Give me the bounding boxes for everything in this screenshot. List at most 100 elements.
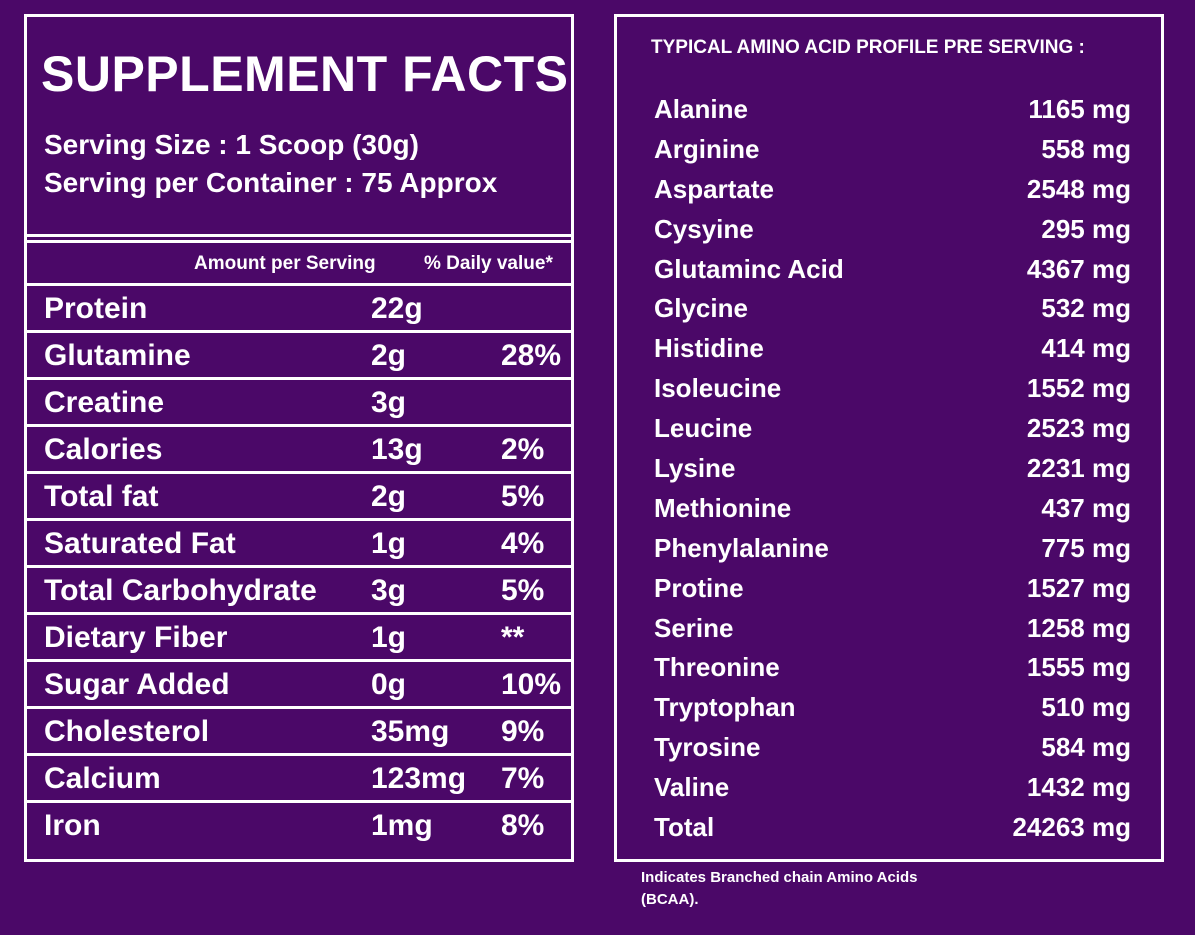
nutrient-daily-value: 8% — [501, 809, 545, 842]
list-item: Isoleucine 1552 mg — [651, 371, 1131, 411]
nutrient-daily-value: 5% — [501, 480, 545, 513]
list-item: Glutaminc Acid 4367 mg — [651, 252, 1131, 292]
amino-rows: Alanine 1165 mg Arginine 558 mg Aspartate 254… — [651, 92, 1131, 850]
table-row: Iron 1mg 8% — [27, 803, 571, 847]
amino-value: 2523 mg — [1026, 413, 1131, 444]
amino-acid-panel: TYPICAL AMINO ACID PROFILE PRE SERVING :… — [614, 14, 1164, 862]
nutrient-amount: 1mg — [371, 809, 433, 842]
amino-title: TYPICAL AMINO ACID PROFILE PRE SERVING : — [651, 37, 1085, 58]
nutrient-daily-value: 7% — [501, 762, 545, 795]
nutrient-daily-value: 4% — [501, 527, 545, 560]
amino-name: Isoleucine — [654, 373, 782, 404]
amino-value: 2231 mg — [1026, 453, 1131, 484]
table-row: Creatine 3g — [27, 380, 571, 427]
nutrient-name: Total fat — [44, 480, 159, 513]
bcaa-note: Indicates Branched chain Amino Acids (BC… — [641, 869, 918, 908]
amino-name: Tyrosine — [654, 732, 761, 763]
supplement-facts-panel: SUPPLEMENT FACTS Serving Size : 1 Scoop … — [24, 14, 574, 862]
list-item: Histidine 414 mg — [651, 331, 1131, 371]
nutrient-amount: 13g — [371, 433, 423, 466]
nutrient-name: Saturated Fat — [44, 527, 236, 560]
amino-value: 414 mg — [1041, 333, 1131, 364]
nutrient-amount: 1g — [371, 621, 407, 654]
table-row: Cholesterol 35mg 9% — [27, 709, 571, 756]
amino-value: 4367 mg — [1026, 253, 1131, 284]
list-item: Leucine 2523 mg — [651, 411, 1131, 451]
amino-value: 1527 mg — [1026, 572, 1131, 603]
amino-value: 1258 mg — [1026, 612, 1131, 643]
nutrient-amount: 2g — [371, 339, 407, 372]
amino-value: 1555 mg — [1026, 652, 1131, 683]
amino-name: Alanine — [654, 94, 748, 124]
list-item: Tyrosine 584 mg — [651, 730, 1131, 770]
amino-value: 2548 mg — [1026, 173, 1131, 204]
nutrient-amount: 3g — [371, 386, 407, 419]
amino-name: Arginine — [654, 133, 760, 164]
nutrient-name: Cholesterol — [44, 715, 210, 748]
amino-name: Total — [654, 812, 715, 843]
amino-name: Protine — [654, 572, 744, 603]
table-row: Total Carbohydrate 3g 5% — [27, 568, 571, 615]
amino-name: Threonine — [654, 652, 780, 683]
table-row: Calories 13g 2% — [27, 427, 571, 474]
list-item: Serine 1258 mg — [651, 611, 1131, 651]
list-item: Total 24263 mg — [651, 810, 1131, 850]
list-item: Methionine 437 mg — [651, 491, 1131, 531]
nutrient-amount: 22g — [371, 292, 423, 325]
nutrient-amount: 0g — [371, 668, 407, 701]
amino-name: Serine — [654, 612, 734, 643]
amino-value: 1552 mg — [1026, 373, 1131, 404]
list-item: Tryptophan 510 mg — [651, 690, 1131, 730]
amino-name: Aspartate — [654, 173, 774, 204]
amino-name: Valine — [654, 772, 730, 803]
amino-name: Cysyine — [654, 213, 754, 244]
list-item: Aspartate 2548 mg — [651, 172, 1131, 212]
amino-name: Leucine — [654, 413, 753, 444]
nutrient-name: Protein — [44, 292, 148, 325]
list-item: Lysine 2231 mg — [651, 451, 1131, 491]
nutrient-daily-value: 2% — [501, 433, 545, 466]
nutrient-name: Dietary Fiber — [44, 621, 228, 654]
list-item: Glycine 532 mg — [651, 291, 1131, 331]
amino-value: 510 mg — [1041, 692, 1131, 723]
amino-value: 1165 mg — [1028, 94, 1131, 124]
amino-name: Glycine — [654, 293, 748, 324]
nutrient-amount: 35mg — [371, 715, 450, 748]
amino-name: Glutaminc Acid — [654, 253, 844, 284]
amino-value: 775 mg — [1041, 532, 1131, 563]
list-item: Arginine 558 mg — [651, 132, 1131, 172]
nutrient-name: Glutamine — [44, 339, 191, 372]
nutrient-daily-value: ** — [501, 621, 525, 654]
column-amount-label: Amount per Serving — [194, 253, 376, 274]
table-row: Protein 22g — [27, 286, 571, 333]
divider — [27, 237, 571, 243]
nutrient-amount: 123mg — [371, 762, 467, 795]
list-item: Valine 1432 mg — [651, 770, 1131, 810]
amino-name: Methionine — [654, 492, 792, 523]
nutrient-daily-value: 10% — [501, 668, 562, 701]
list-item: Alanine 1165 mg — [651, 92, 1131, 132]
amino-value: 295 mg — [1041, 213, 1131, 244]
nutrient-amount: 2g — [371, 480, 407, 513]
list-item: Protine 1527 mg — [651, 571, 1131, 611]
amino-value: 584 mg — [1041, 732, 1131, 763]
table-row: Dietary Fiber 1g ** — [27, 615, 571, 662]
amino-name: Tryptophan — [654, 692, 796, 723]
amino-value: 558 mg — [1041, 133, 1131, 164]
list-item: Cysyine 295 mg — [651, 212, 1131, 252]
serving-size: Serving Size : 1 Scoop (30g) — [44, 129, 419, 160]
nutrient-name: Calories — [44, 433, 163, 466]
nutrient-name: Creatine — [44, 386, 165, 419]
amino-name: Lysine — [654, 453, 736, 484]
list-item: Threonine 1555 mg — [651, 650, 1131, 690]
nutrient-name: Total Carbohydrate — [44, 574, 317, 607]
amino-value: 532 mg — [1041, 293, 1131, 324]
column-daily-label: % Daily value* — [424, 253, 553, 274]
amino-name: Histidine — [654, 333, 764, 364]
supplement-title: SUPPLEMENT FACTS — [41, 46, 569, 102]
nutrient-name: Iron — [44, 809, 101, 842]
nutrient-name: Calcium — [44, 762, 161, 795]
nutrient-daily-value: 9% — [501, 715, 545, 748]
nutrient-amount: 3g — [371, 574, 407, 607]
amino-name: Phenylalanine — [654, 532, 829, 563]
